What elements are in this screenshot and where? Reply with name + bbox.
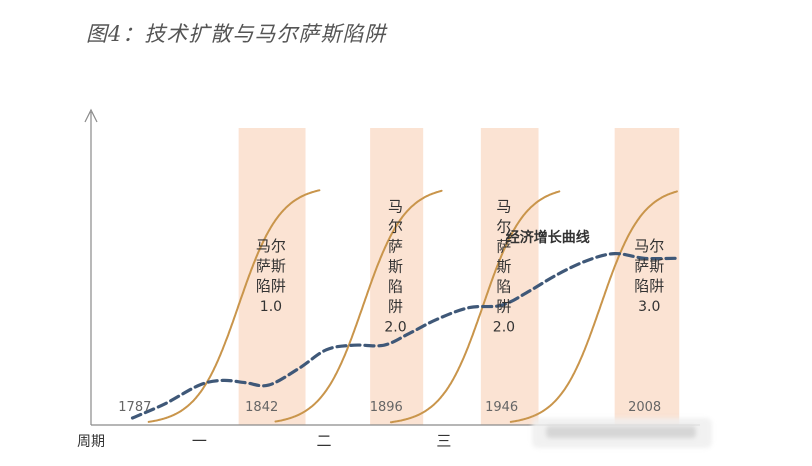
trap-label-4-line-2: 萨斯: [634, 257, 664, 275]
trap-label-3-line-6: 阱: [496, 297, 511, 315]
trap-band-3: [480, 128, 539, 425]
diffusion-curve-3: [389, 190, 561, 424]
period-label-3: 三: [436, 432, 451, 450]
diffusion-curve-2: [274, 189, 443, 423]
trap-label-1-line-2: 萨斯: [256, 257, 286, 275]
trap-label-3-line-7: 2.0: [493, 319, 515, 335]
trap-label-2-line-1: 马: [388, 197, 403, 215]
year-tick-1787: 1787: [118, 400, 151, 415]
diffusion-curves: [147, 189, 678, 424]
period-label-1: 一: [192, 432, 207, 450]
labels: 马尔萨斯陷阱1.0马尔萨斯陷阱2.0马尔萨斯陷阱2.0马尔萨斯陷阱3.0经济增长…: [77, 197, 664, 450]
growth-curve-group: [130, 251, 679, 420]
trap-label-2-line-2: 尔: [388, 217, 403, 235]
trap-label-4-line-4: 3.0: [638, 299, 660, 315]
trap-label-4-line-3: 陷阱: [634, 277, 664, 295]
trap-label-3-line-1: 马: [496, 197, 511, 215]
trap-label-1-line-3: 陷阱: [256, 277, 286, 295]
diffusion-curve-4: [509, 190, 678, 423]
trap-band-4: [614, 128, 680, 425]
figure-title: 图4：技术扩散与马尔萨斯陷阱: [86, 22, 387, 46]
trap-label-2-line-7: 2.0: [384, 319, 406, 335]
growth-series-label: 经济增长曲线: [506, 229, 590, 246]
trap-label-4-line-1: 马尔: [634, 237, 664, 255]
trap-label-2-line-3: 萨: [388, 237, 403, 255]
trap-label-3-line-5: 陷: [496, 277, 511, 295]
y-axis-arrow: [84, 108, 98, 123]
trap-label-1-line-4: 1.0: [260, 299, 282, 315]
diffusion-curve-1: [147, 189, 321, 423]
growth-curve: [130, 251, 679, 420]
year-tick-1842: 1842: [245, 400, 278, 415]
year-tick-2008: 2008: [628, 400, 661, 415]
trap-label-3-line-4: 斯: [496, 257, 511, 275]
trap-label-2-line-6: 阱: [388, 297, 403, 315]
trap-label-1-line-1: 马尔: [256, 237, 286, 255]
year-tick-1946: 1946: [485, 400, 518, 415]
trap-label-3-line-2: 尔: [496, 217, 511, 235]
trap-label-2-line-4: 斯: [388, 257, 403, 275]
trap-band-2: [370, 128, 424, 425]
trap-label-3-line-3: 萨: [496, 237, 511, 255]
trap-label-2-line-5: 陷: [388, 277, 403, 295]
period-label-2: 二: [316, 432, 331, 450]
year-tick-1896: 1896: [370, 400, 403, 415]
x-axis-label: 周期: [77, 434, 105, 450]
trap-bands: [238, 128, 680, 425]
watermark: [532, 418, 712, 448]
